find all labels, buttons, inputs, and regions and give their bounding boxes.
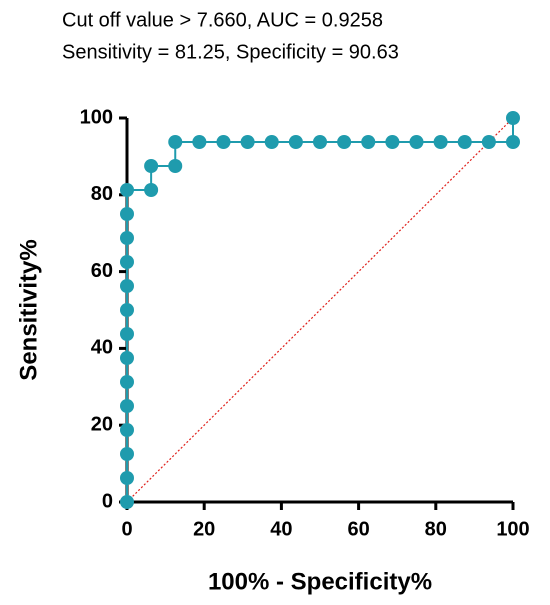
roc-point [144,159,159,173]
roc-point [120,207,134,221]
roc-point [192,135,207,149]
y-tick-label: 60 [91,260,113,282]
roc-point [120,351,134,365]
reference-line [126,117,514,503]
y-axis-title: Sensitivity% [15,239,42,380]
roc-point [120,279,134,293]
chart-subtitle: Sensitivity = 81.25, Specificity = 90.63 [62,41,399,63]
roc-point [361,135,376,149]
roc-point [120,495,134,509]
roc-point [120,471,134,485]
roc-point [216,135,231,149]
roc-point [506,135,520,149]
y-tick-label: 0 [102,490,113,512]
roc-point [144,183,159,197]
chart-title: Cut off value > 7.660, AUC = 0.9258 [62,9,383,31]
roc-point [240,135,255,149]
roc-point [120,399,134,413]
roc-point [120,231,134,245]
x-tick-label: 80 [425,518,447,540]
roc-point [120,447,134,461]
roc-point [120,375,134,389]
roc-point [433,135,448,149]
roc-point [409,135,424,149]
roc-point [457,135,472,149]
roc-point [120,303,134,317]
roc-point [120,255,134,269]
roc-point [168,159,183,173]
roc-point [120,327,134,341]
roc-point [264,135,279,149]
x-tick-label: 100 [496,518,529,540]
x-tick-label: 0 [121,518,132,540]
y-tick-label: 80 [91,183,113,205]
y-tick-label: 40 [91,337,113,359]
roc-point [120,183,134,197]
x-tick-label: 60 [347,518,369,540]
roc-point [168,135,183,149]
roc-point [385,135,400,149]
x-tick-label: 40 [270,518,292,540]
roc-point [481,135,496,149]
roc-point [313,135,327,149]
roc-point [120,423,134,437]
y-tick-label: 100 [80,106,113,128]
roc-point [337,135,352,149]
x-axis-title: 100% - Specificity% [208,568,432,595]
roc-point [288,135,303,149]
x-tick-label: 20 [193,518,215,540]
y-tick-label: 20 [91,413,113,435]
roc-point [506,111,520,125]
